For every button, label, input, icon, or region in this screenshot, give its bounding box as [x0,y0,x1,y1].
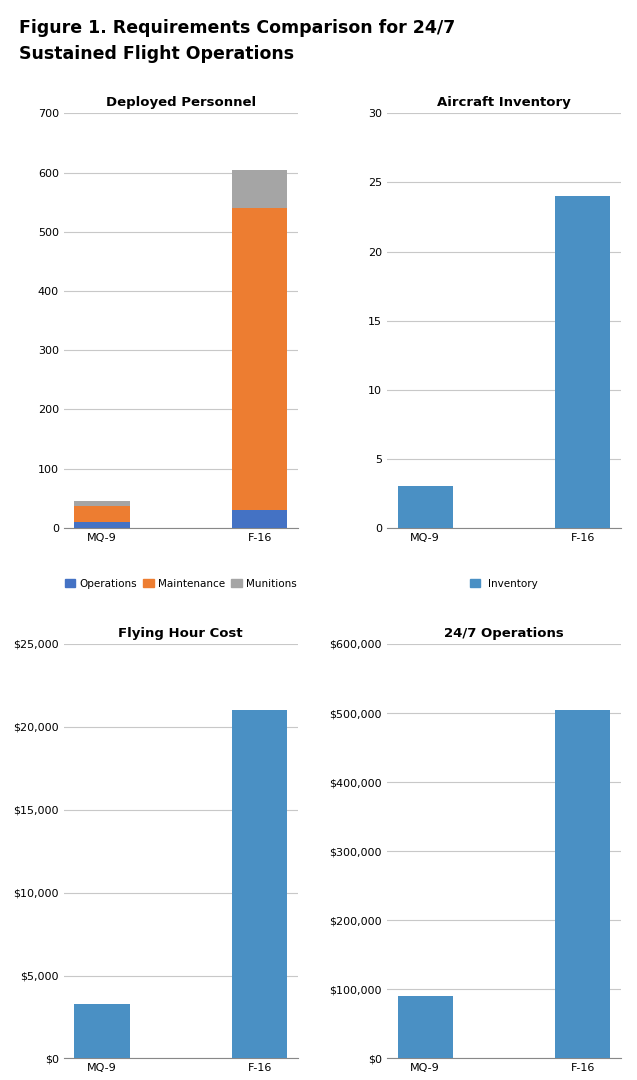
Bar [75,1003,129,1058]
Bar [397,486,453,528]
Bar [75,505,129,522]
Bar [232,170,287,208]
Text: Figure 1. Requirements Comparison for 24/7: Figure 1. Requirements Comparison for 24… [19,19,455,38]
Legend: Operations, Maintenance, Munitions: Operations, Maintenance, Munitions [61,575,301,593]
Bar [232,208,287,510]
Bar [397,996,453,1058]
Bar [75,501,129,505]
Bar [232,711,287,1058]
Bar [555,197,610,528]
Bar [555,711,610,1058]
Bar [232,510,287,528]
Title: 24/7 Operations: 24/7 Operations [444,627,564,640]
Title: Aircraft Inventory: Aircraft Inventory [437,96,571,109]
Legend: Inventory: Inventory [466,575,542,593]
Bar [75,522,129,528]
Title: Deployed Personnel: Deployed Personnel [106,96,256,109]
Title: Flying Hour Cost: Flying Hour Cost [118,627,243,640]
Text: Sustained Flight Operations: Sustained Flight Operations [19,45,294,64]
